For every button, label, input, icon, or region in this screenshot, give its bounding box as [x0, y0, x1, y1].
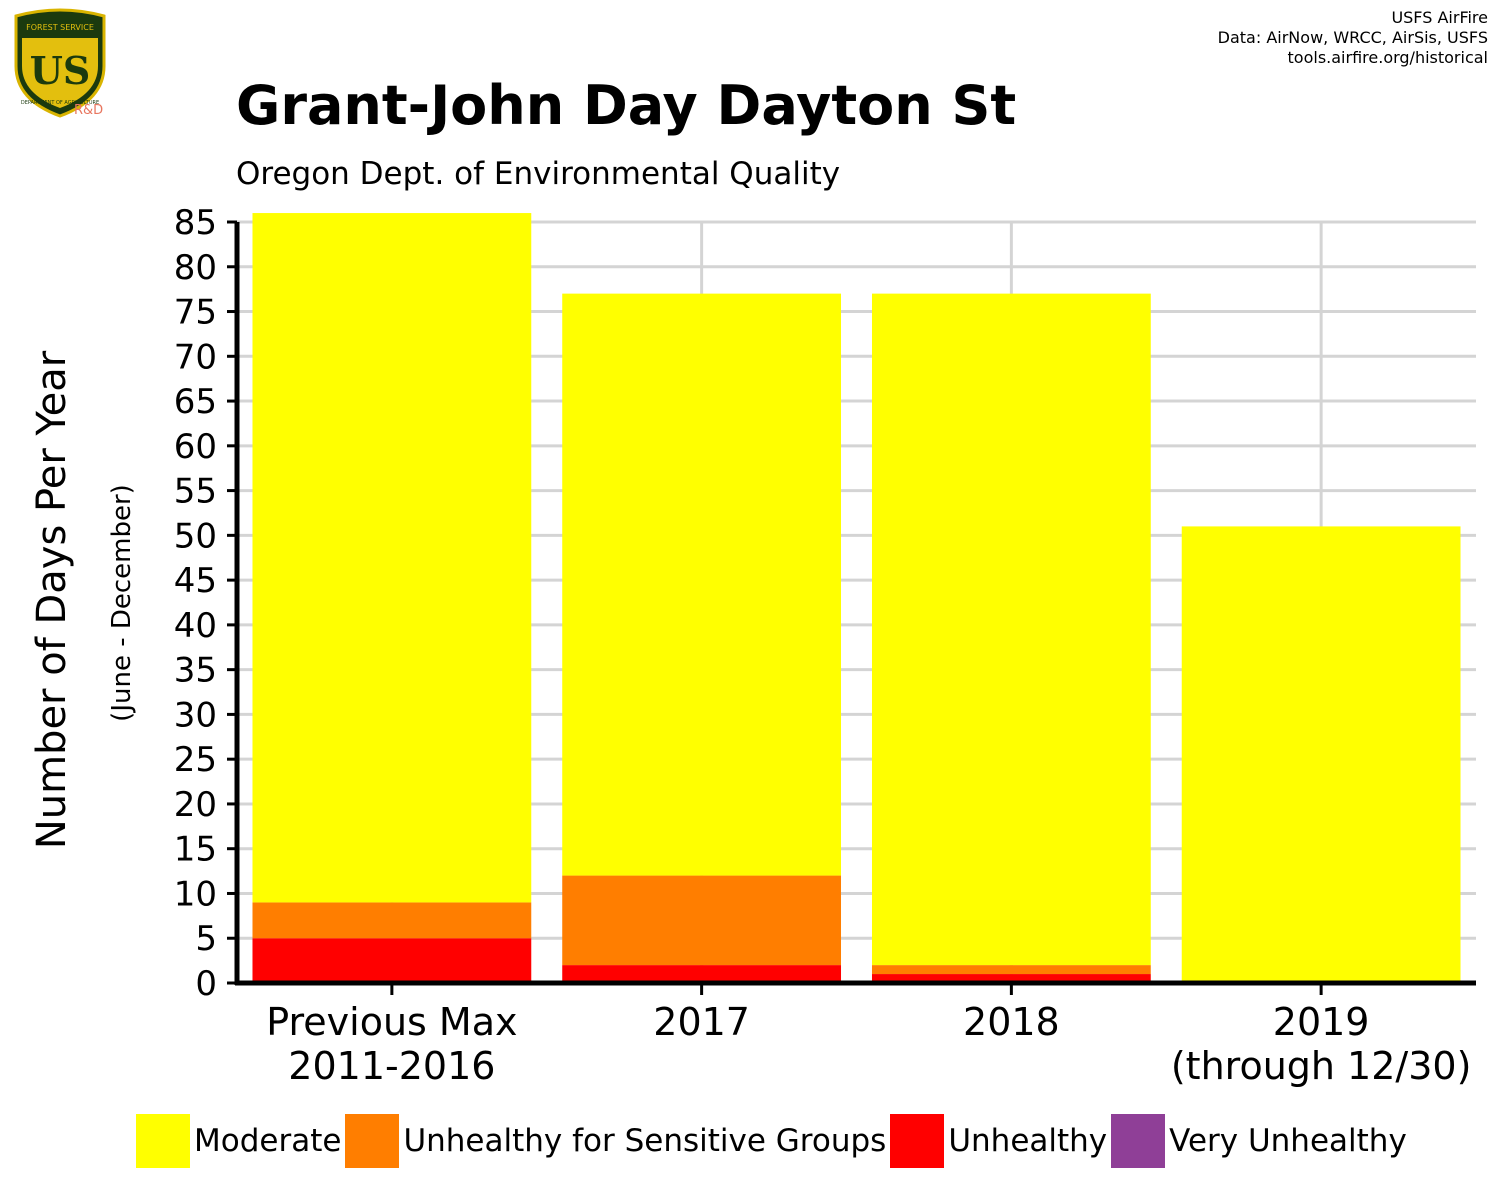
bar-segment-unhealthy — [871, 974, 1151, 983]
bar-segment-moderate — [871, 293, 1151, 966]
legend: Moderate Unhealthy for Sensitive Groups … — [136, 1114, 1411, 1168]
credit-line: tools.airfire.org/historical — [1287, 48, 1488, 67]
y-tick-label: 80 — [174, 248, 217, 288]
credit-line: USFS AirFire — [1391, 8, 1488, 27]
legend-swatch — [1111, 1114, 1166, 1168]
legend-label: Very Unhealthy — [1169, 1123, 1407, 1159]
bar-segment-moderate — [252, 213, 532, 903]
y-tick-label: 0 — [195, 964, 217, 1004]
legend-item-moderate: Moderate — [136, 1114, 341, 1168]
logo-bottom-text: DEPARTMENT OF AGRICULTURE — [21, 100, 99, 106]
x-tick-label: 2019 — [1273, 1000, 1370, 1044]
bar-segment-unhealthy-for-sensitive-groups — [252, 902, 532, 939]
credits: USFS AirFire Data: AirNow, WRCC, AirSis,… — [1218, 8, 1488, 68]
y-tick-label: 70 — [174, 337, 217, 377]
chart-subtitle: Oregon Dept. of Environmental Quality — [236, 156, 841, 192]
legend-swatch — [890, 1114, 945, 1168]
bar-segment-unhealthy — [252, 938, 532, 983]
y-tick-label: 40 — [174, 606, 217, 646]
logo-badge-text: R&D — [74, 103, 103, 118]
legend-swatch — [345, 1114, 400, 1168]
legend-label: Moderate — [194, 1123, 342, 1159]
credit-line: Data: AirNow, WRCC, AirSis, USFS — [1217, 28, 1488, 47]
x-tick-label: 2017 — [653, 1000, 750, 1044]
bar-segment-moderate — [1181, 526, 1461, 983]
y-tick-label: 15 — [174, 830, 217, 870]
legend-item-usg: Unhealthy for Sensitive Groups — [345, 1114, 886, 1168]
legend-item-very-unhealthy: Very Unhealthy — [1111, 1114, 1407, 1168]
y-tick-label: 30 — [174, 695, 217, 735]
chart-title: Grant-John Day Dayton St — [236, 74, 1017, 137]
y-tick-label: 10 — [174, 874, 217, 914]
y-tick-label: 75 — [174, 293, 217, 333]
legend-swatch — [136, 1114, 190, 1168]
legend-item-unhealthy: Unhealthy — [890, 1114, 1107, 1168]
logo-top-text: FOREST SERVICE — [26, 23, 94, 32]
x-tick-label: 2011-2016 — [288, 1044, 495, 1088]
y-tick-label: 5 — [195, 919, 217, 959]
x-tick-label: 2018 — [963, 1000, 1060, 1044]
x-tick-label: (through 12/30) — [1171, 1044, 1472, 1088]
y-tick-label: 50 — [174, 516, 217, 556]
x-tick-label: Previous Max — [266, 1000, 517, 1044]
bar-segment-unhealthy-for-sensitive-groups — [562, 875, 842, 966]
legend-label: Unhealthy for Sensitive Groups — [403, 1123, 887, 1159]
logo-center-text: US — [30, 48, 91, 93]
bar-segment-unhealthy-for-sensitive-groups — [871, 965, 1151, 975]
bar-segment-unhealthy — [562, 965, 842, 983]
legend-label: Unhealthy — [948, 1123, 1108, 1159]
y-tick-label: 60 — [174, 427, 217, 467]
y-tick-label: 45 — [174, 561, 217, 601]
y-tick-label: 25 — [174, 740, 217, 780]
y-tick-label: 55 — [174, 472, 217, 512]
y-tick-label: 65 — [174, 382, 217, 422]
y-tick-label: 35 — [174, 651, 217, 691]
y-tick-label: 85 — [174, 203, 217, 243]
bar-segment-moderate — [562, 293, 842, 876]
y-tick-label: 20 — [174, 785, 217, 825]
forest-service-logo: US FOREST SERVICE DEPARTMENT OF AGRICULT… — [14, 8, 106, 118]
